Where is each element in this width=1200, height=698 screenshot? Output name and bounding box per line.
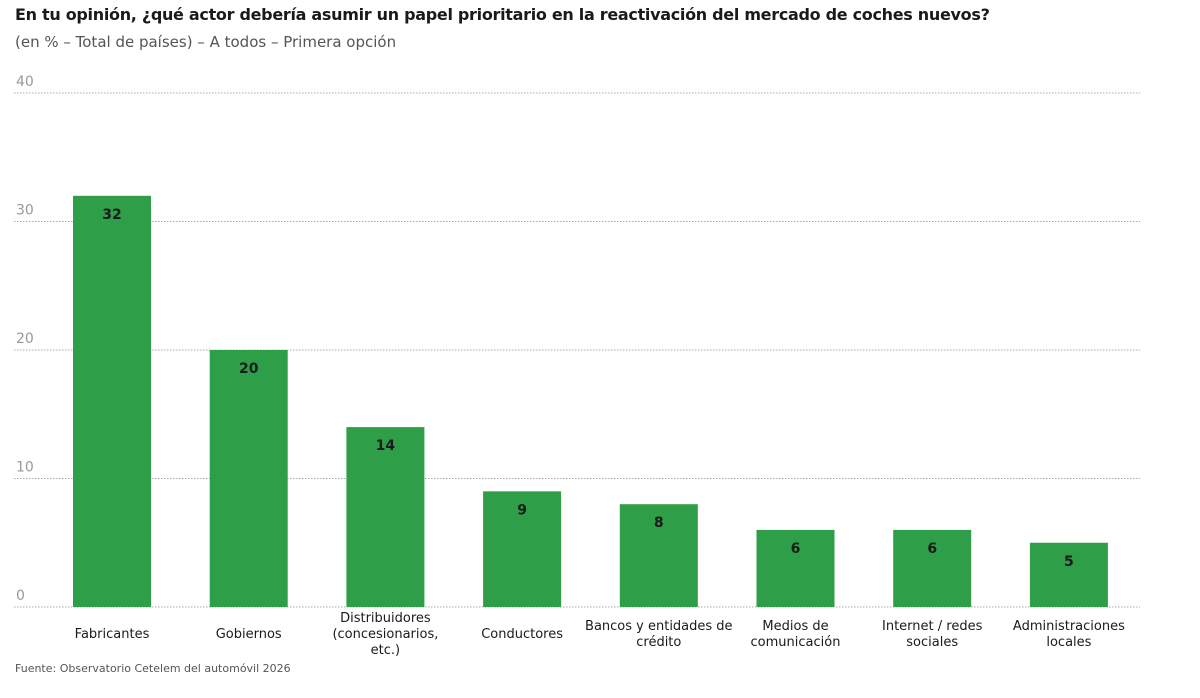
x-tick-label: Administraciones locales <box>1013 619 1125 650</box>
y-tick-label: 20 <box>16 331 34 347</box>
y-tick-label: 30 <box>16 203 34 219</box>
y-tick-label: 10 <box>16 460 34 476</box>
x-tick-label: Fabricantes <box>75 627 150 642</box>
bar <box>619 504 698 607</box>
x-tick-label: Medios de comunicación <box>751 619 841 650</box>
data-label: 20 <box>239 361 259 377</box>
data-label: 8 <box>654 515 664 531</box>
y-tick-label: 40 <box>16 74 34 90</box>
chart-subtitle: (en % – Total de países) – A todos – Pri… <box>15 33 397 51</box>
bar <box>73 195 151 608</box>
data-label: 5 <box>1064 554 1074 570</box>
data-label: 9 <box>517 502 527 518</box>
x-tick-label: Gobiernos <box>216 627 282 642</box>
data-label: 6 <box>791 541 801 557</box>
source-note: Fuente: Observatorio Cetelem del automóv… <box>15 662 291 675</box>
data-label: 32 <box>102 207 121 223</box>
bar <box>756 529 835 607</box>
bar <box>483 491 562 607</box>
bar <box>209 350 288 607</box>
data-label: 6 <box>927 541 937 557</box>
bar <box>346 427 425 607</box>
x-tick-label: Distribuidores (concesionarios, etc.) <box>332 611 438 658</box>
data-label: 14 <box>376 438 396 454</box>
x-tick-label: Bancos y entidades de crédito <box>585 619 733 650</box>
x-tick-label: Internet / redes sociales <box>882 619 983 650</box>
chart-title: En tu opinión, ¿qué actor debería asumir… <box>15 5 990 24</box>
bar <box>893 529 972 607</box>
y-tick-label: 0 <box>16 588 25 604</box>
x-tick-label: Conductores <box>481 627 563 642</box>
bar <box>1029 542 1108 607</box>
